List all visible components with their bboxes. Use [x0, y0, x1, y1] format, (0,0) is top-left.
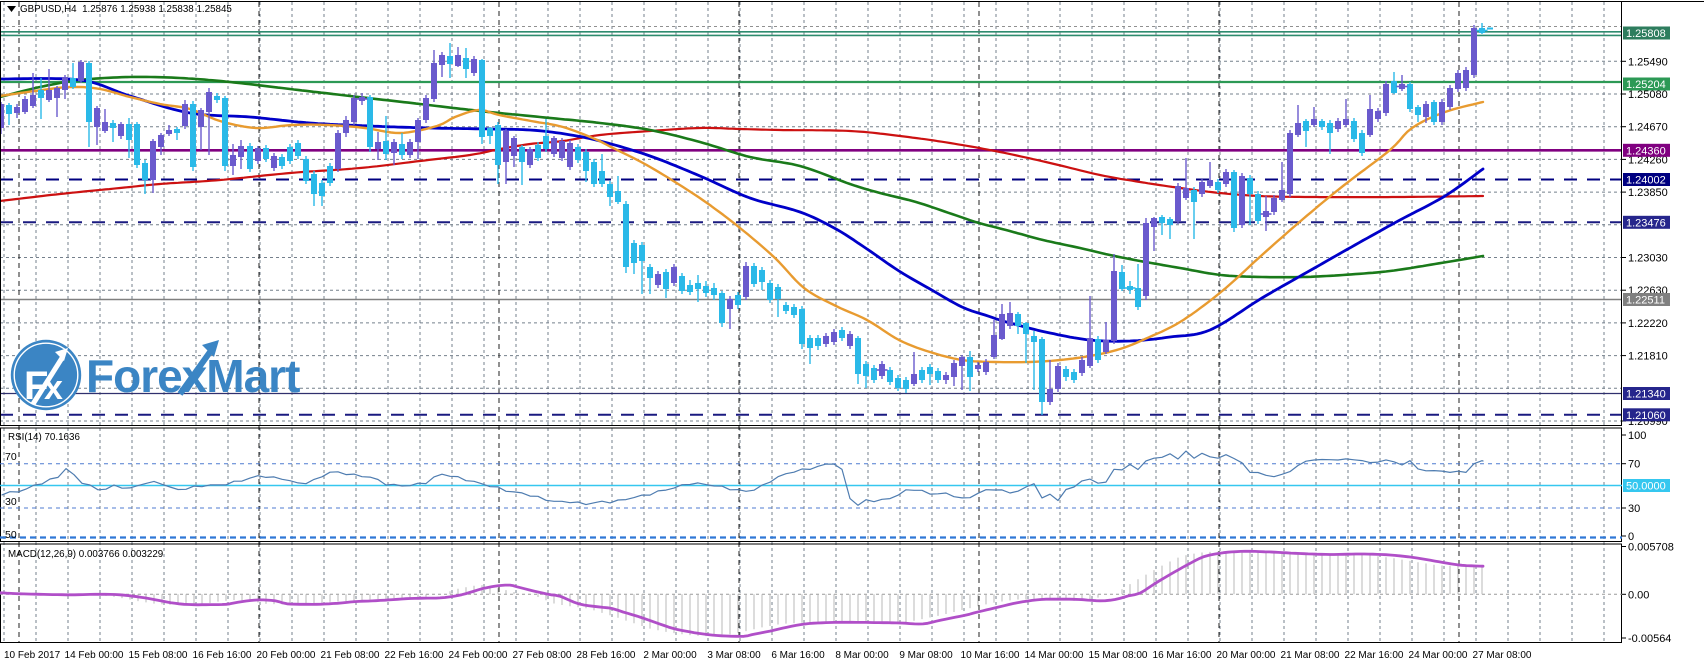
svg-text:1.24360: 1.24360: [1626, 145, 1666, 157]
svg-text:27 Mar 08:00: 27 Mar 08:00: [1473, 650, 1532, 661]
svg-text:RSI(14) 70.1636: RSI(14) 70.1636: [8, 432, 80, 443]
svg-text:22 Mar 16:00: 22 Mar 16:00: [1345, 650, 1404, 661]
svg-text:16 Mar 16:00: 16 Mar 16:00: [1153, 650, 1212, 661]
svg-text:50.0000: 50.0000: [1626, 481, 1666, 493]
svg-text:1.23030: 1.23030: [1628, 253, 1668, 265]
svg-text:24 Feb 00:00: 24 Feb 00:00: [449, 650, 508, 661]
svg-text:100: 100: [1628, 430, 1646, 442]
svg-text:1.24670: 1.24670: [1628, 122, 1668, 134]
svg-text:1.25490: 1.25490: [1628, 56, 1668, 68]
svg-text:1.22220: 1.22220: [1628, 318, 1668, 330]
svg-text:0: 0: [1628, 531, 1634, 543]
svg-text:-0.00564: -0.00564: [1628, 633, 1671, 645]
svg-text:2 Mar 00:00: 2 Mar 00:00: [643, 650, 697, 661]
svg-text:1.24260: 1.24260: [1628, 154, 1668, 166]
svg-text:20 Feb 00:00: 20 Feb 00:00: [257, 650, 316, 661]
svg-text:14 Feb 00:00: 14 Feb 00:00: [65, 650, 124, 661]
svg-text:3 Mar 08:00: 3 Mar 08:00: [707, 650, 761, 661]
svg-text:1.23850: 1.23850: [1628, 187, 1668, 199]
svg-text:50: 50: [5, 529, 17, 541]
svg-text:15 Mar 08:00: 15 Mar 08:00: [1089, 650, 1148, 661]
svg-text:0.005708: 0.005708: [1628, 542, 1674, 554]
svg-text:22 Feb 16:00: 22 Feb 16:00: [385, 650, 444, 661]
svg-text:28 Feb 16:00: 28 Feb 16:00: [577, 650, 636, 661]
svg-text:27 Feb 08:00: 27 Feb 08:00: [513, 650, 572, 661]
svg-text:1.21340: 1.21340: [1626, 389, 1666, 401]
svg-text:1.23476: 1.23476: [1626, 217, 1666, 229]
svg-text:9 Mar 08:00: 9 Mar 08:00: [899, 650, 953, 661]
svg-text:16 Feb 16:00: 16 Feb 16:00: [193, 650, 252, 661]
svg-text:1.24002: 1.24002: [1626, 175, 1666, 187]
svg-text:1.25204: 1.25204: [1626, 79, 1666, 91]
svg-text:1.21060: 1.21060: [1626, 410, 1666, 422]
svg-text:MACD(12,26,9) 0.003766 0.00322: MACD(12,26,9) 0.003766 0.003229: [8, 549, 163, 560]
svg-text:1.25808: 1.25808: [1626, 28, 1666, 40]
svg-text:10 Mar 16:00: 10 Mar 16:00: [961, 650, 1020, 661]
svg-text:21 Feb 08:00: 21 Feb 08:00: [321, 650, 380, 661]
svg-text:20 Mar 00:00: 20 Mar 00:00: [1217, 650, 1276, 661]
svg-text:1.21810: 1.21810: [1628, 351, 1668, 363]
svg-text:0.00: 0.00: [1628, 589, 1649, 601]
svg-text:10 Feb 2017: 10 Feb 2017: [4, 650, 61, 661]
svg-text:1.22511: 1.22511: [1626, 295, 1665, 307]
svg-text:21 Mar 08:00: 21 Mar 08:00: [1281, 650, 1340, 661]
svg-text:GBPUSD,H4 1.25876 1.25938 1.2: GBPUSD,H4 1.25876 1.25938 1.25838 1.2584…: [20, 4, 232, 15]
svg-text:14 Mar 00:00: 14 Mar 00:00: [1025, 650, 1084, 661]
svg-text:24 Mar 00:00: 24 Mar 00:00: [1409, 650, 1468, 661]
svg-text:15 Feb 08:00: 15 Feb 08:00: [129, 650, 188, 661]
svg-text:30: 30: [5, 496, 17, 508]
svg-text:1.25080: 1.25080: [1628, 89, 1668, 101]
svg-text:8 Mar 00:00: 8 Mar 00:00: [835, 650, 889, 661]
svg-text:30: 30: [1628, 503, 1640, 515]
svg-text:70: 70: [5, 451, 17, 463]
svg-text:6 Mar 16:00: 6 Mar 16:00: [771, 650, 825, 661]
svg-text:70: 70: [1628, 459, 1640, 471]
